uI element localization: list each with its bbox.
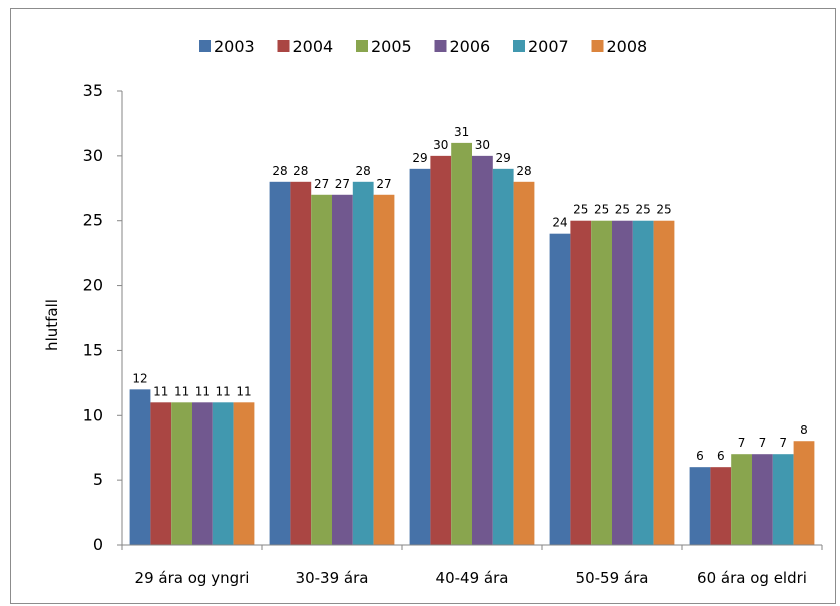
bar [772,454,794,545]
bar [430,155,452,545]
category-label: 60 ára og eldri [697,569,807,587]
bar [653,220,675,545]
bar [269,181,291,546]
bar [689,467,711,545]
bar [233,402,255,545]
data-label: 7 [738,436,746,450]
data-label: 11 [153,384,168,398]
data-label: 28 [272,164,287,178]
bars [129,142,815,546]
bar [632,220,654,545]
bar [570,220,592,545]
data-label: 27 [314,177,329,191]
bar [311,194,332,545]
bar [549,233,571,545]
data-label: 28 [293,164,308,178]
legend-swatch [277,40,290,52]
legend-label: 2006 [450,37,491,56]
bar [591,220,612,545]
data-label: 31 [454,125,469,139]
data-labels: 12 11 11 11 11 11 28 28 27 27 28 27 29 30 31 30 29 28 24 25… [132,125,807,463]
bar [192,402,213,545]
data-label: 28 [516,164,531,178]
data-label: 28 [356,164,371,178]
bar [451,142,472,545]
data-label: 27 [376,177,391,191]
bar [472,155,493,545]
bar [129,389,151,545]
legend-label: 2004 [293,37,334,56]
y-tick-label: 35 [83,81,103,100]
legend-label: 2007 [528,37,569,56]
data-label: 6 [696,449,704,463]
y-tick-label: 15 [83,340,103,359]
data-label: 11 [195,384,210,398]
y-axis-label: hlutfall [43,299,61,351]
data-label: 11 [174,384,189,398]
bar [710,467,732,545]
x-axis-categories: 29 ára og yngri 30-39 ára 40-49 ára 50-59 á… [121,545,823,587]
data-label: 25 [636,203,651,217]
y-tick-label: 5 [93,470,103,489]
y-tick-label: 25 [83,211,103,230]
data-label: 29 [412,151,427,165]
bar [373,194,395,545]
bar [752,454,773,545]
y-tick-label: 10 [83,405,103,424]
bar [212,402,234,545]
bar [290,181,312,546]
legend-swatch [513,40,525,52]
bar [150,402,172,545]
data-label: 8 [800,423,808,437]
legend-swatch [199,40,211,52]
bar [332,194,353,545]
y-tick-label: 30 [83,146,103,165]
bar [731,454,752,545]
data-label: 25 [656,203,671,217]
bar [352,181,374,546]
data-label: 12 [132,371,147,385]
bar [171,402,192,545]
data-label: 7 [759,436,767,450]
legend-swatch [356,40,368,52]
data-label: 29 [496,151,511,165]
bar [513,181,535,546]
bar [612,220,633,545]
data-label: 25 [573,203,588,217]
data-label: 27 [335,177,350,191]
bar [793,441,815,545]
y-axis-ticks: 0 5 10 15 20 25 30 35 [83,81,122,554]
category-label: 50-59 ára [576,569,649,587]
legend: 2003 2004 2005 2006 2007 2008 [199,37,647,56]
data-label: 30 [433,138,448,152]
data-label: 7 [779,436,787,450]
y-tick-label: 0 [93,535,103,554]
legend-label: 2003 [214,37,255,56]
bar [409,168,431,546]
data-label: 11 [236,384,251,398]
legend-swatch [591,40,604,52]
legend-label: 2008 [607,37,648,56]
data-label: 25 [594,203,609,217]
category-label: 29 ára og yngri [135,569,250,587]
legend-swatch [434,40,447,52]
y-tick-label: 20 [83,276,103,295]
legend-label: 2005 [371,37,412,56]
category-label: 40-49 ára [436,569,509,587]
category-label: 30-39 ára [296,569,369,587]
data-label: 30 [475,138,490,152]
data-label: 25 [615,203,630,217]
data-label: 11 [216,384,231,398]
bar [492,168,514,546]
data-label: 24 [552,216,567,230]
data-label: 6 [717,449,725,463]
